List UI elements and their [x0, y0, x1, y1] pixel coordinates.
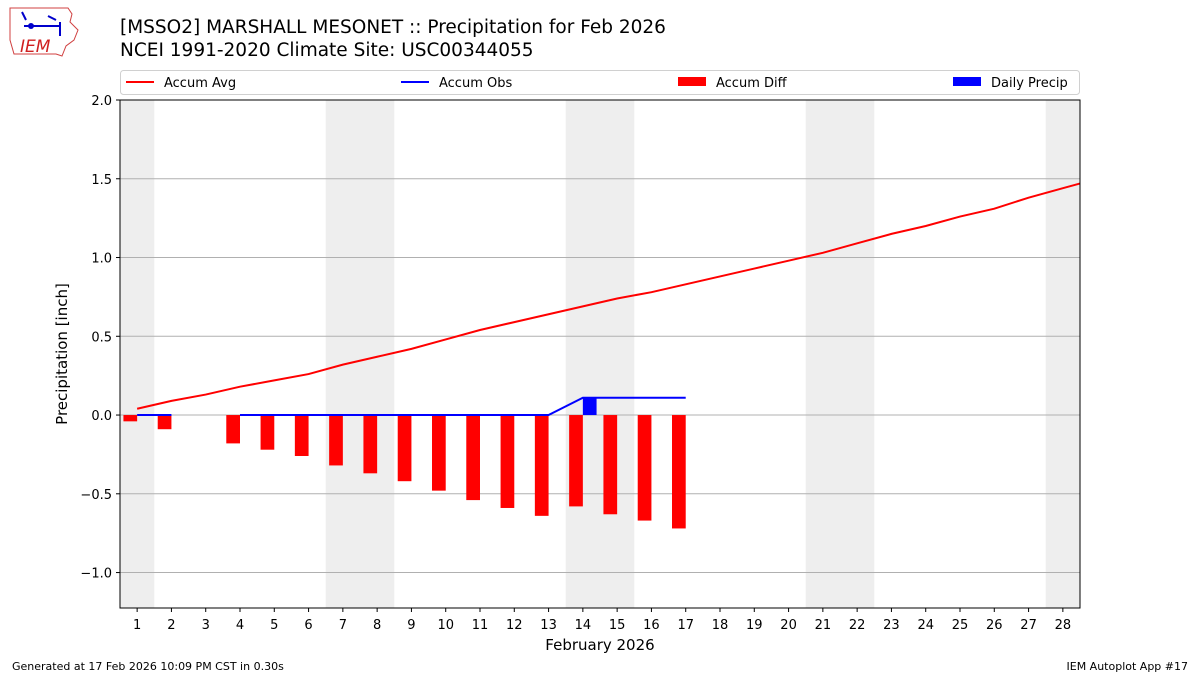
x-tick-label: 8: [373, 618, 381, 633]
accum-diff-bar: [672, 415, 686, 529]
x-tick-label: 25: [952, 618, 969, 633]
app-note: IEM Autoplot App #17: [1066, 660, 1189, 673]
accum-diff-bar: [603, 415, 618, 515]
plot-frame: [119, 99, 1081, 609]
chart-subtitle: NCEI 1991-2020 Climate Site: USC00344055: [120, 40, 534, 61]
accum-diff-bar: [329, 415, 343, 466]
x-tick-label: 4: [236, 618, 244, 633]
accum-obs-line: [137, 396, 686, 417]
legend-swatch: [953, 77, 981, 86]
generated-note: Generated at 17 Feb 2026 10:09 PM CST in…: [12, 660, 284, 673]
y-tick-label: 1.5: [91, 173, 112, 188]
x-tick-label: 7: [339, 618, 347, 633]
accum-diff-bar: [157, 415, 172, 430]
y-tick-label: 1.0: [91, 252, 112, 267]
weekend-band: [805, 100, 840, 608]
y-tick-label: 2.0: [91, 94, 112, 109]
x-tick-label: 10: [437, 618, 454, 633]
x-tick-label: 22: [849, 618, 866, 633]
weekend-band: [600, 100, 635, 608]
accum-diff-bar: [397, 415, 412, 482]
accum-diff-bar: [569, 415, 583, 507]
x-tick-label: 6: [304, 618, 312, 633]
x-tick-label: 1: [133, 618, 141, 633]
x-axis-label: February 2026: [545, 636, 654, 654]
accum-diff-bar: [637, 415, 652, 521]
x-tick-label: 21: [815, 618, 832, 633]
y-axis-label: Precipitation [inch]: [53, 283, 71, 425]
legend-label: Accum Diff: [716, 76, 788, 91]
legend-box: [120, 70, 1080, 95]
x-tick-label: 18: [712, 618, 729, 633]
x-tick-label: 13: [540, 618, 557, 633]
svg-text:IEM: IEM: [20, 37, 51, 57]
x-tick-label: 14: [575, 618, 592, 633]
weekend-band: [325, 100, 360, 608]
accum-diff-bar: [534, 415, 549, 516]
legend-label: Daily Precip: [991, 76, 1068, 91]
x-tick-label: 20: [780, 618, 797, 633]
y-tick-label: −1.0: [80, 567, 112, 582]
x-tick-label: 26: [986, 618, 1003, 633]
accum-diff-bar: [466, 415, 480, 501]
x-tick-label: 23: [883, 618, 900, 633]
x-tick-label: 5: [270, 618, 278, 633]
weekend-band: [120, 100, 155, 608]
x-tick-label: 3: [202, 618, 210, 633]
x-tick-label: 27: [1020, 618, 1037, 633]
accum-diff-bar: [294, 415, 309, 456]
weekend-band: [1045, 100, 1080, 608]
accum-diff-bar: [363, 415, 378, 474]
accum-diff-bar: [123, 415, 138, 422]
weekend-band: [840, 100, 875, 608]
accum-diff-bar: [500, 415, 515, 508]
x-tick-label: 9: [407, 618, 415, 633]
x-tick-label: 17: [677, 618, 694, 633]
accum-diff-bar: [260, 415, 275, 450]
iem-logo: IEM: [9, 7, 79, 57]
x-tick-label: 19: [746, 618, 763, 633]
x-tick-label: 24: [917, 618, 934, 633]
x-tick-label: 16: [643, 618, 660, 633]
legend-swatch: [678, 77, 706, 86]
x-tick-label: 12: [506, 618, 523, 633]
y-tick-label: −0.5: [80, 488, 112, 503]
legend-label: Accum Obs: [439, 76, 512, 91]
legend-label: Accum Avg: [164, 76, 236, 91]
plot-area: [120, 100, 1080, 608]
legend: Accum Avg Accum Obs Accum Diff Daily Precip: [120, 70, 1080, 95]
x-tick-label: 28: [1055, 618, 1072, 633]
weekend-band: [565, 100, 600, 608]
x-tick-label: 15: [609, 618, 626, 633]
chart-title: [MSSO2] MARSHALL MESONET :: Precipitatio…: [120, 17, 666, 38]
accum-diff-bar: [226, 415, 240, 444]
accum-diff-bar: [432, 415, 446, 491]
daily-precip-bar: [582, 397, 597, 416]
y-tick-label: 0.5: [91, 330, 112, 345]
accum-avg-line: [136, 182, 1080, 410]
x-tick-label: 11: [472, 618, 489, 633]
y-tick-label: 0.0: [91, 409, 112, 424]
x-tick-label: 2: [167, 618, 175, 633]
